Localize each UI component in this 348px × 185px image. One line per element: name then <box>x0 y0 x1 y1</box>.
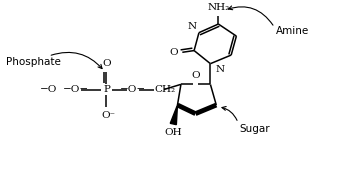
Text: O: O <box>169 48 178 57</box>
Text: Phosphate: Phosphate <box>6 57 61 67</box>
Text: O: O <box>102 59 111 68</box>
Text: P: P <box>103 85 110 94</box>
FancyArrowPatch shape <box>51 52 102 69</box>
Text: N: N <box>187 22 196 31</box>
Text: O⁻: O⁻ <box>101 111 115 120</box>
Text: CH₂: CH₂ <box>155 85 176 94</box>
Text: O: O <box>191 71 200 80</box>
FancyArrowPatch shape <box>222 107 237 120</box>
Text: −O: −O <box>40 85 57 94</box>
Text: Sugar: Sugar <box>240 124 270 134</box>
Text: −O−: −O− <box>63 85 89 94</box>
Text: Amine: Amine <box>276 26 309 36</box>
FancyArrowPatch shape <box>228 6 273 25</box>
Text: OH: OH <box>165 128 182 137</box>
Text: N: N <box>215 65 224 74</box>
Text: −O−: −O− <box>120 85 146 94</box>
Text: NH₂: NH₂ <box>207 3 229 12</box>
Polygon shape <box>170 105 177 125</box>
